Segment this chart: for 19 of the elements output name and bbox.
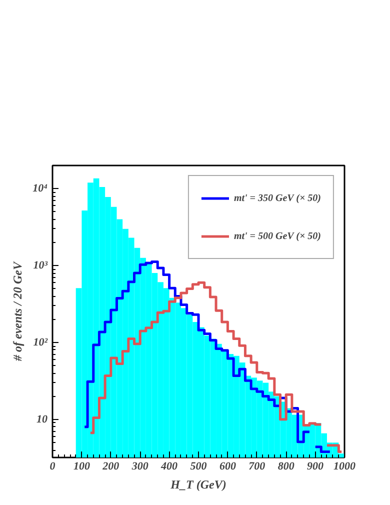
y-axis-title: # of events / 20 GeV <box>10 261 25 362</box>
y-tick-label: 10⁴ <box>32 182 48 195</box>
y-tick-label: 10² <box>33 336 48 349</box>
legend-label: mt' = 350 GeV (× 50) <box>234 192 321 204</box>
x-tick-label: 700 <box>248 460 266 472</box>
x-tick-label: 900 <box>307 460 324 472</box>
x-tick-label: 0 <box>50 460 56 472</box>
x-tick-label: 1000 <box>334 460 356 472</box>
x-tick-label: 200 <box>102 460 120 472</box>
x-tick-label: 400 <box>160 460 178 472</box>
x-tick-label: 300 <box>130 460 149 472</box>
x-tick-label: 100 <box>73 460 90 472</box>
x-axis-title: H_T (GeV) <box>170 478 226 492</box>
y-tick-label: 10 <box>36 413 48 426</box>
x-tick-label: 500 <box>190 460 208 472</box>
x-tick-label: 600 <box>219 460 236 472</box>
x-tick-label: 800 <box>278 460 295 472</box>
y-tick-label: 10³ <box>33 260 48 272</box>
legend-label: mt' = 500 GeV (× 50) <box>234 230 321 242</box>
